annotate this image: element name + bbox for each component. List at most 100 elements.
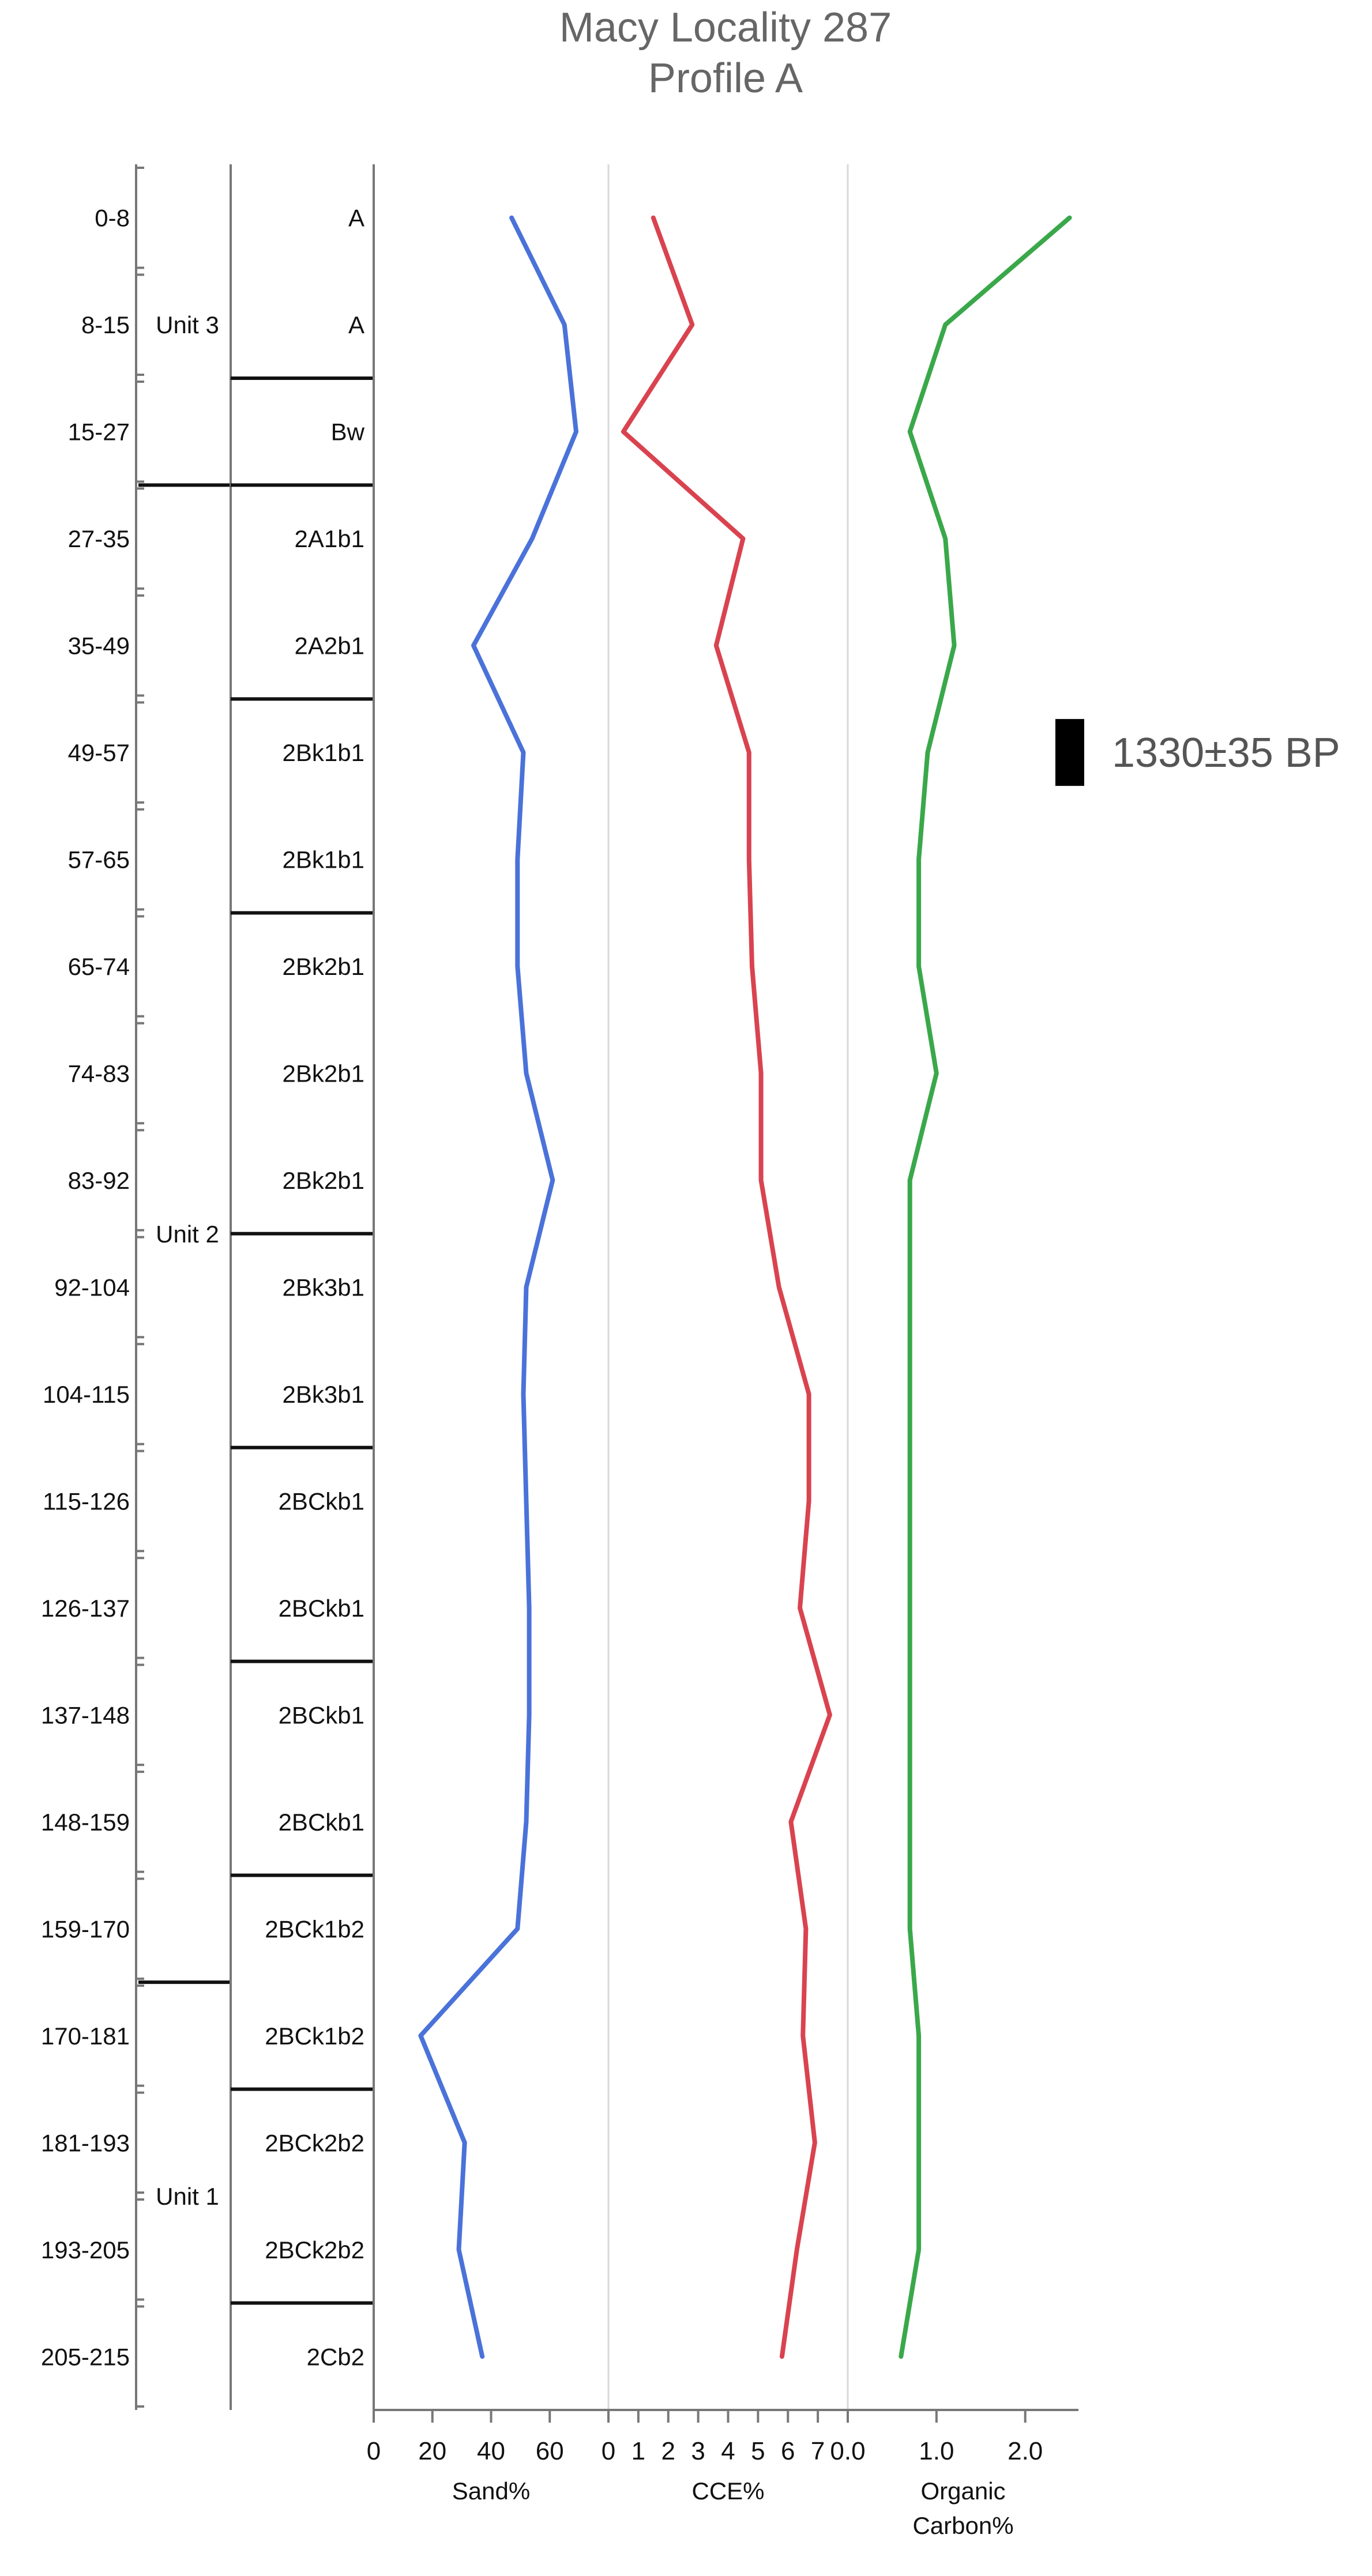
unit-label: Unit 2	[156, 1221, 219, 1248]
series-line-0	[418, 215, 578, 2359]
data-point	[517, 859, 518, 860]
depth-bracket	[135, 487, 144, 590]
tick-label: 60	[536, 2437, 564, 2465]
data-point	[420, 2035, 421, 2036]
tick-label: 2.0	[1008, 2437, 1043, 2465]
horizon-label: 2Bk2b1	[283, 1060, 364, 1087]
depth-label: 170-181	[41, 2023, 130, 2050]
depth-bracket	[135, 915, 144, 1018]
tick-label: 20	[418, 2437, 446, 2465]
depth-bracket	[135, 273, 144, 376]
depth-label: 27-35	[68, 525, 130, 552]
depth-bracket	[135, 1557, 144, 1659]
horizon-label: 2Bk3b1	[283, 1274, 364, 1301]
data-point	[814, 2142, 815, 2143]
horizon-label: Bw	[331, 419, 365, 446]
depth-label: 104-115	[43, 1381, 130, 1408]
depth-bracket	[135, 2198, 144, 2301]
tick-label: 6	[781, 2437, 795, 2465]
horizon-label: 2Bk2b1	[283, 953, 364, 980]
horizon-label: 2BCk2b2	[265, 2236, 364, 2264]
x-axis-label: CCE%	[691, 2477, 764, 2505]
data-point	[945, 538, 946, 539]
horizon-label: 2Bk2b1	[283, 1167, 364, 1194]
depth-label: 8-15	[81, 311, 130, 338]
horizon-label: 2Bk3b1	[283, 1381, 364, 1408]
chart-title: Macy Locality 287	[559, 5, 892, 51]
unit-column: Unit 3 Unit 2 Unit 1	[135, 164, 231, 2410]
unit-label: Unit 3	[156, 311, 219, 338]
depth-bracket	[135, 1877, 144, 1980]
depth-label: 205-215	[41, 2343, 130, 2370]
depth-label: 115-126	[43, 1487, 130, 1515]
tick-label: 2	[661, 2437, 675, 2465]
depth-bracket	[135, 808, 144, 911]
tick-label: 0	[367, 2437, 381, 2465]
horizon-label: 2A2b1	[295, 632, 364, 660]
tick-label: 40	[477, 2437, 505, 2465]
depth-bracket	[135, 167, 144, 269]
depth-label: 65-74	[68, 953, 130, 980]
depth-column: 0-8 8-15 15-27 27-35 35-49 49-57 57-65 65-74 74-…	[41, 167, 144, 2408]
data-point	[781, 2356, 783, 2357]
depth-label: 92-104	[54, 1274, 130, 1301]
data-point	[517, 966, 518, 967]
depth-bracket	[135, 1984, 144, 2087]
tick-label: 7	[811, 2437, 825, 2465]
depth-label: 193-205	[41, 2236, 130, 2264]
horizon-label: A	[348, 205, 364, 232]
data-point	[936, 1073, 937, 1074]
depth-bracket	[135, 1343, 144, 1445]
data-point	[576, 431, 577, 432]
horizon-column: A A Bw 2A1b1 2A2b1 2Bk1b1 2Bk1b1 2Bk2b1 2Bk2b1 2B…	[230, 164, 374, 2410]
depth-label: 15-27	[68, 419, 130, 446]
depth-bracket	[135, 1663, 144, 1767]
horizon-label: 2BCkb1	[279, 1809, 364, 1836]
depth-label: 181-193	[41, 2129, 130, 2156]
data-point	[526, 1821, 527, 1822]
data-point	[552, 1180, 553, 1181]
tick-label: 1	[632, 2437, 645, 2465]
date-marker	[1055, 719, 1084, 786]
depth-bracket	[135, 701, 144, 804]
depth-label: 148-159	[41, 1809, 130, 1836]
chart-subtitle: Profile A	[648, 55, 803, 101]
data-point	[909, 1180, 911, 1181]
tick-label: 4	[721, 2437, 735, 2465]
depth-bracket	[135, 594, 144, 697]
data-point	[909, 1607, 911, 1609]
data-point	[523, 752, 524, 753]
depth-label: 57-65	[68, 846, 130, 873]
tick-label: 5	[751, 2437, 765, 2465]
depth-bracket	[135, 1022, 144, 1125]
data-point	[751, 966, 753, 967]
horizon-label: 2BCk1b2	[265, 1915, 364, 1942]
series-line-1	[621, 215, 832, 2359]
depth-label: 137-148	[41, 1701, 130, 1728]
series-line-2	[899, 215, 1072, 2359]
x-axis-label: Organic	[920, 2477, 1005, 2505]
date-annotation: 1330±35 BP	[1055, 719, 1340, 786]
data-point	[909, 431, 911, 432]
depth-label: 35-49	[68, 632, 130, 660]
x-axis-label: Sand%	[452, 2477, 530, 2505]
depth-bracket	[135, 2305, 144, 2408]
date-label: 1330±35 BP	[1112, 730, 1340, 776]
horizon-label: 2BCkb1	[279, 1595, 364, 1622]
horizon-label: A	[348, 311, 364, 338]
horizon-label: 2Bk1b1	[283, 846, 364, 873]
depth-label: 0-8	[95, 205, 130, 232]
data-point	[482, 2356, 483, 2357]
data-point	[526, 1073, 527, 1074]
depth-bracket	[135, 380, 144, 483]
tick-label: 1.0	[919, 2437, 954, 2465]
unit-label: Unit 1	[156, 2183, 219, 2210]
data-point	[796, 2249, 798, 2250]
horizon-label: 2BCk1b2	[265, 2023, 364, 2050]
depth-bracket	[135, 2091, 144, 2194]
x-axis-label-line2: Carbon%	[912, 2512, 1013, 2539]
horizon-label: 2Bk1b1	[283, 739, 364, 766]
depth-bracket	[135, 1236, 144, 1339]
